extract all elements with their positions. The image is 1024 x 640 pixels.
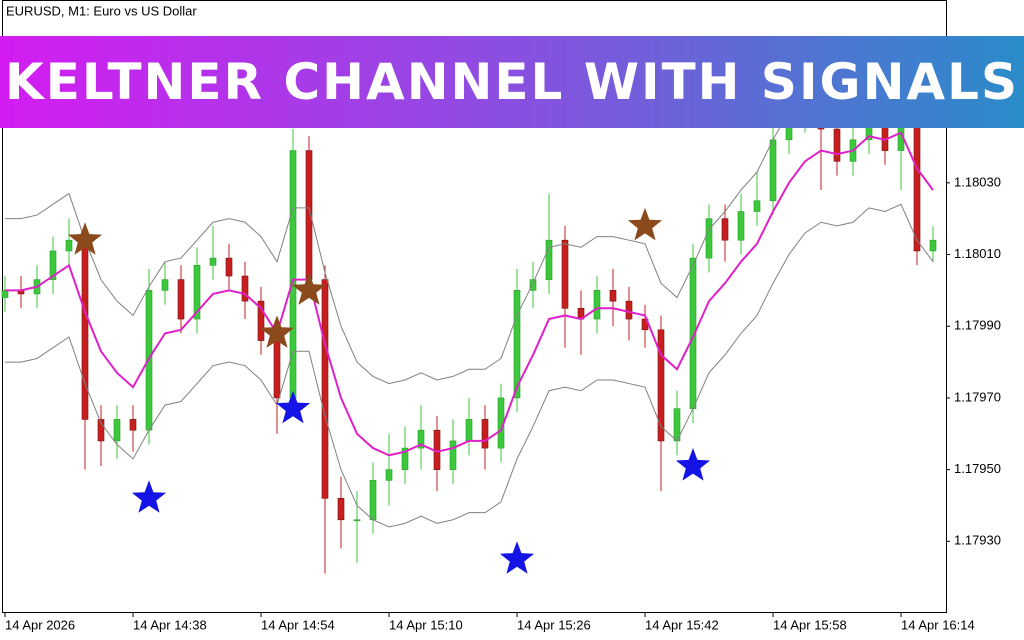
candle-body [209,257,217,266]
y-tick-label: 1.17970 [954,389,1001,404]
candle-body [225,257,233,277]
indicator-line [5,60,934,385]
candle-body [657,329,665,442]
candle-body [385,469,393,481]
candle-body [369,480,377,521]
candle-body [545,239,553,280]
candle-body [753,200,761,212]
candle-body [561,239,569,309]
y-tick-label: 1.17950 [954,461,1001,476]
indicator-line [5,203,934,528]
x-tick-label: 14 Apr 15:42 [645,617,719,632]
candle-body [81,239,89,420]
candle-body [1,290,9,298]
candle-body [65,239,73,252]
candle-body [289,150,297,399]
candle-body [609,290,617,302]
chart-header: EURUSD, M1: Euro vs US Dollar [6,3,197,18]
y-tick-label: 1.17930 [954,533,1001,548]
x-tick-label: 14 Apr 16:14 [901,617,975,632]
sell-signal [291,272,327,305]
candle-body [113,419,121,442]
x-tick-label: 14 Apr 14:54 [261,617,335,632]
candle-body [705,218,713,259]
candle-body [913,117,921,252]
candle-body [465,419,473,442]
x-tick-label: 14 Apr 15:26 [517,617,591,632]
candle-body [129,419,137,431]
indicator-line [5,131,934,457]
sell-signal [67,222,103,255]
candle-body [257,300,265,341]
title-banner: KELTNER CHANNEL WITH SIGNALS [0,36,1024,128]
x-tick-label: 14 Apr 15:10 [389,617,463,632]
sell-signal [627,207,663,241]
candle-body [241,275,249,302]
candle-body [929,239,937,252]
sell-signal [259,315,295,348]
x-tick-label: 14 Apr 2026 [5,617,75,632]
candle-body [273,340,281,399]
candle-body [193,264,201,320]
buy-signal [275,390,311,424]
candle-body [97,419,105,442]
candle-body [625,300,633,320]
candle-body [49,250,57,280]
x-tick-label: 14 Apr 14:38 [133,617,207,632]
buy-signal [675,448,711,481]
candle-body [529,279,537,291]
candle-body [769,139,777,202]
x-tick-label: 14 Apr 15:58 [773,617,847,632]
candle-body [177,279,185,320]
candle-body [337,497,345,521]
candle-body [321,279,329,499]
candle-body [353,519,361,522]
buy-signal [499,541,535,574]
candle-body [721,218,729,241]
buy-signal [131,480,167,513]
candle-body [833,128,841,162]
y-tick-label: 1.18030 [954,174,1001,189]
title: KELTNER CHANNEL WITH SIGNALS [4,53,1020,111]
candle-body [417,429,425,449]
candle-body [513,290,521,399]
candle-body [161,279,169,291]
candle-body [481,419,489,449]
candle-body [401,447,409,470]
candle-body [449,440,457,470]
candle-body [593,290,601,320]
candle-body [737,211,745,241]
y-tick-label: 1.18010 [954,246,1001,261]
y-tick-label: 1.17990 [954,318,1001,333]
